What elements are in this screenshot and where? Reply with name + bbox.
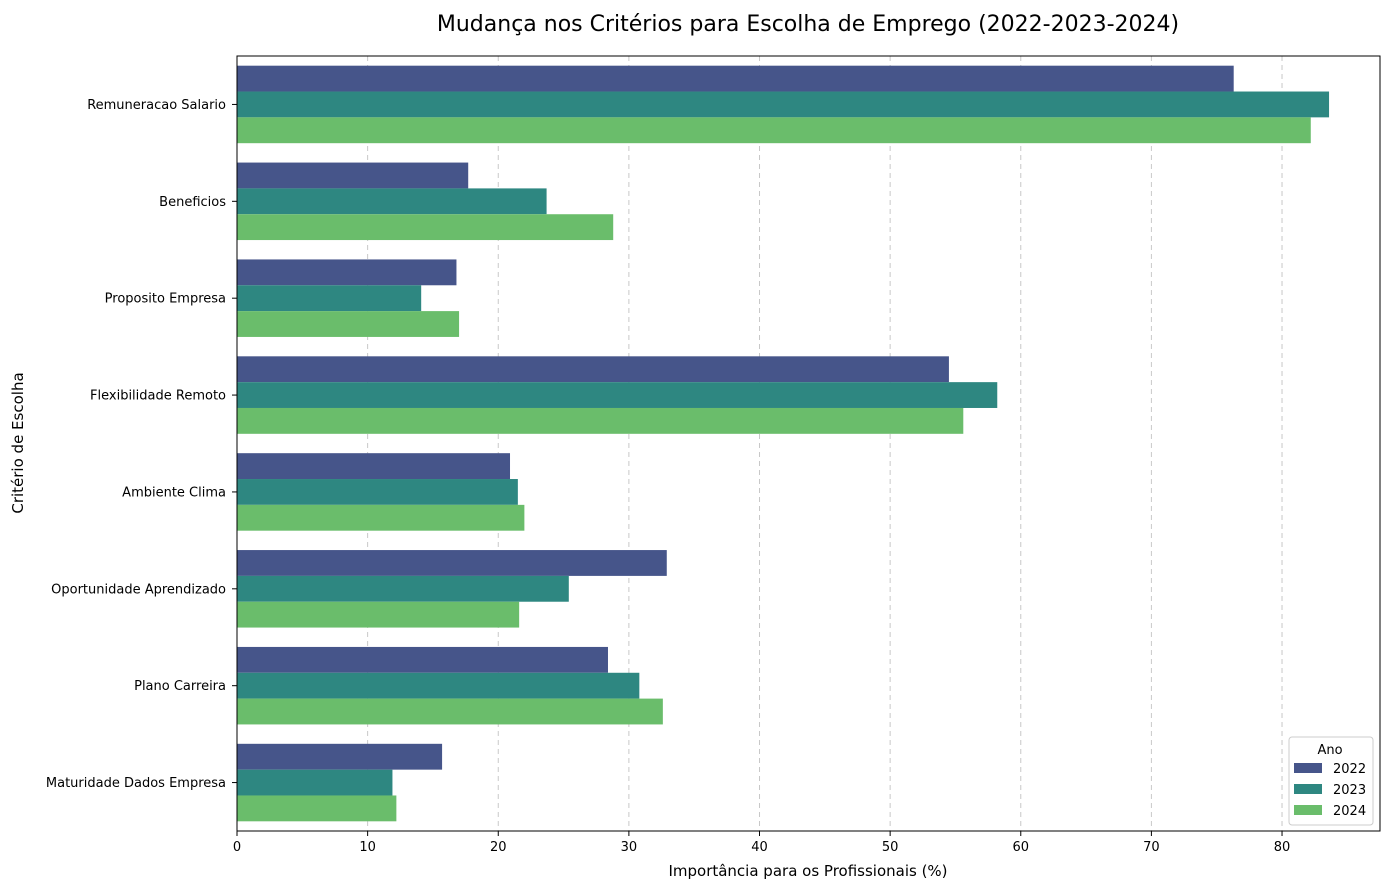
x-tick-label: 30 [621, 840, 638, 855]
bar-2024-flexibilidade-remoto [237, 407, 964, 434]
legend-swatch-2022 [1294, 763, 1322, 773]
legend-label: 2023 [1333, 783, 1366, 798]
legend-label: 2022 [1333, 762, 1366, 777]
bar-2023-ambiente-clima [237, 479, 518, 505]
bar-2024-maturidade-dados-empresa [237, 795, 397, 822]
bar-2022-plano-carreira [237, 646, 608, 673]
y-axis-ticks: Remuneracao Salario Beneficios Proposito E… [46, 98, 237, 791]
y-tick-label: Proposito Empresa [105, 292, 226, 307]
bar-2023-plano-carreira [237, 672, 640, 699]
x-tick-label: 50 [882, 840, 899, 855]
legend: Ano 2022 2023 2024 [1288, 736, 1374, 826]
chart-title: Mudança nos Critérios para Escolha de Em… [437, 12, 1179, 37]
bar-2022-remuneracao-salario [237, 65, 1234, 92]
x-tick-label: 80 [1274, 840, 1291, 855]
bar-2022-ambiente-clima [237, 453, 511, 480]
legend-swatch-2024 [1294, 805, 1322, 815]
bar-2023-proposito-empresa [237, 285, 422, 312]
legend-swatch-2023 [1294, 784, 1322, 794]
x-tick-label: 20 [490, 840, 507, 855]
bar-2024-proposito-empresa [237, 311, 460, 337]
x-tick-label: 40 [751, 840, 768, 855]
bar-2022-flexibilidade-remoto [237, 356, 949, 383]
y-tick-label: Remuneracao Salario [87, 98, 226, 113]
bar-2024-remuneracao-salario [237, 117, 1311, 144]
bar-2023-maturidade-dados-empresa [237, 769, 393, 796]
bar-2022-beneficios [237, 162, 469, 189]
bar-2022-maturidade-dados-empresa [237, 743, 443, 770]
bar-2024-plano-carreira [237, 698, 663, 725]
legend-label: 2024 [1333, 804, 1366, 819]
bar-2023-remuneracao-salario [237, 91, 1330, 118]
bar-2023-beneficios [237, 188, 547, 215]
bar-2022-oportunidade-aprendizado [237, 550, 667, 576]
bars [237, 65, 1330, 822]
legend-box [1288, 736, 1374, 826]
x-tick-label: 10 [359, 840, 376, 855]
x-tick-label: 0 [233, 840, 241, 855]
legend-title: Ano [1317, 743, 1342, 758]
y-tick-label: Beneficios [159, 195, 226, 210]
y-tick-label: Flexibilidade Remoto [90, 389, 226, 404]
bar-2022-proposito-empresa [237, 259, 457, 286]
x-tick-label: 70 [1143, 840, 1160, 855]
x-axis-label: Importância para os Profissionais (%) [668, 862, 947, 880]
y-axis-label: Critério de Escolha [9, 372, 27, 513]
bar-2023-flexibilidade-remoto [237, 382, 998, 408]
x-tick-label: 60 [1012, 840, 1029, 855]
y-tick-label: Maturidade Dados Empresa [46, 776, 226, 791]
y-tick-label: Plano Carreira [134, 679, 226, 694]
bar-2024-ambiente-clima [237, 504, 525, 531]
y-tick-label: Oportunidade Aprendizado [51, 582, 226, 597]
plot-frame [236, 55, 1381, 832]
x-axis-ticks: 0 10 20 30 40 50 60 70 80 [233, 831, 1290, 855]
bar-2024-oportunidade-aprendizado [237, 601, 520, 628]
bar-2024-beneficios [237, 214, 614, 241]
legend-items: 2022 2023 2024 [1294, 762, 1366, 819]
y-tick-label: Ambiente Clima [122, 485, 226, 500]
bar-2023-oportunidade-aprendizado [237, 575, 569, 602]
